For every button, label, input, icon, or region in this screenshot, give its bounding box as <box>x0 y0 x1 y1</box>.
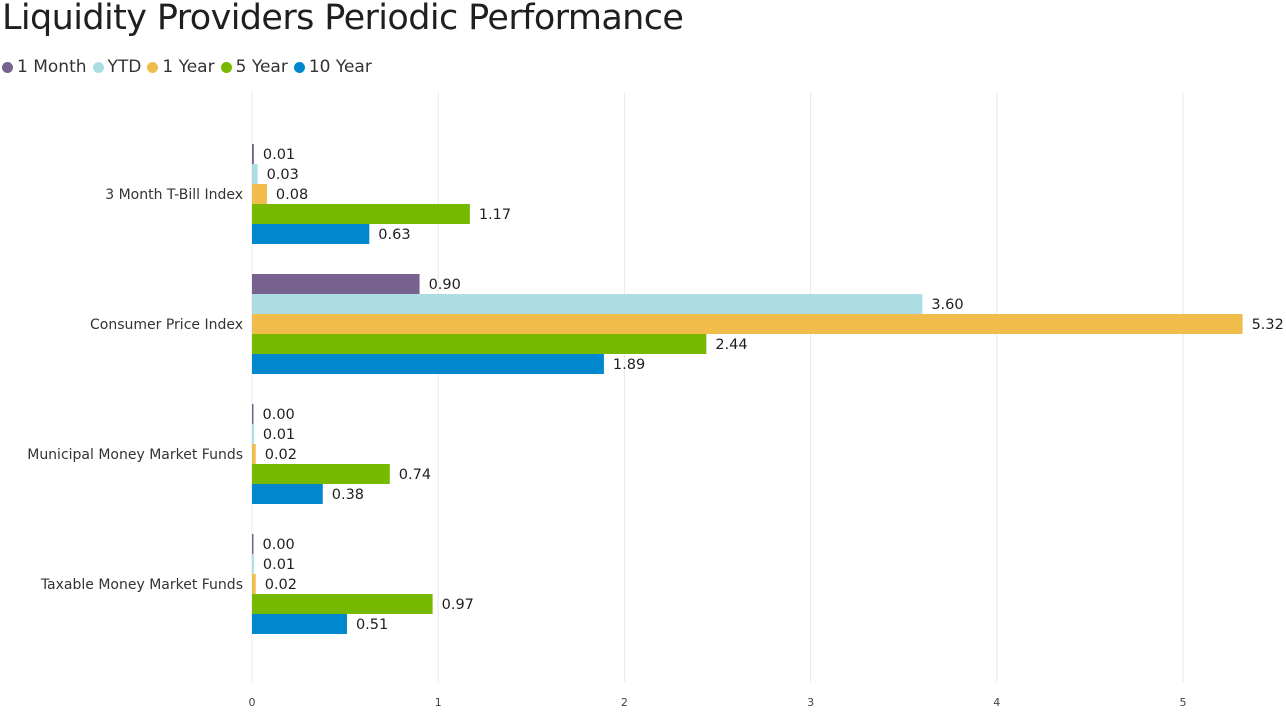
data-label: 0.01 <box>263 427 295 443</box>
data-label: 0.01 <box>263 557 295 573</box>
bar <box>252 144 254 164</box>
bar <box>252 184 267 204</box>
data-label: 0.02 <box>265 577 297 593</box>
legend: 1 Month YTD 1 Year 5 Year 10 Year <box>2 56 378 78</box>
bar <box>252 204 470 224</box>
legend-marker <box>220 61 232 73</box>
legend-marker <box>92 61 104 73</box>
bar <box>252 334 707 354</box>
chart-title: Liquidity Providers Periodic Performance <box>2 0 684 38</box>
data-label: 1.89 <box>613 357 645 373</box>
data-label: 2.44 <box>715 337 747 353</box>
category-label: Municipal Money Market Funds <box>27 447 243 463</box>
legend-label: 10 Year <box>308 57 372 77</box>
data-label: 0.51 <box>356 617 388 633</box>
bar <box>252 614 347 634</box>
legend-item-ytd[interactable]: YTD <box>92 57 142 77</box>
gridlines <box>251 92 1184 682</box>
bar <box>252 164 258 184</box>
labels: 0 1 2 3 4 5 3 Month T-Bill Index 0.01 0.03 0.08 1.… <box>27 147 1284 709</box>
legend-label: 5 Year <box>235 57 288 77</box>
x-tick-label: 0 <box>249 696 256 709</box>
data-label: 5.32 <box>1252 317 1284 333</box>
data-label: 0.97 <box>442 597 474 613</box>
legend-label: YTD <box>107 57 142 77</box>
data-label: 0.74 <box>399 467 431 483</box>
data-label: 0.00 <box>263 407 295 423</box>
data-label: 0.03 <box>267 167 299 183</box>
data-label: 0.38 <box>332 487 364 503</box>
bar <box>252 594 433 614</box>
data-label: 0.01 <box>263 147 295 163</box>
legend-item-1-month[interactable]: 1 Month <box>2 57 87 77</box>
legend-item-5-year[interactable]: 5 Year <box>220 57 288 77</box>
legend-item-1-year[interactable]: 1 Year <box>147 57 215 77</box>
legend-label: 1 Month <box>17 57 87 77</box>
bar <box>252 464 390 484</box>
legend-marker <box>2 61 13 73</box>
category-label: Taxable Money Market Funds <box>40 577 243 593</box>
legend-label: 1 Year <box>162 57 215 77</box>
data-label: 0.02 <box>265 447 297 463</box>
legend-marker <box>293 61 305 73</box>
data-label: 0.08 <box>276 187 308 203</box>
x-tick-label: 1 <box>435 696 442 709</box>
bars <box>252 144 1243 634</box>
category-label: 3 Month T-Bill Index <box>105 187 243 203</box>
bar <box>252 444 256 464</box>
bar <box>252 534 254 554</box>
bar <box>252 224 370 244</box>
data-label: 0.00 <box>263 537 295 553</box>
bar <box>252 554 254 574</box>
legend-item-10-year[interactable]: 10 Year <box>293 57 372 77</box>
legend-marker <box>147 61 159 73</box>
x-tick-label: 4 <box>993 696 1000 709</box>
bar <box>252 484 323 504</box>
bar <box>252 424 254 444</box>
bar <box>252 314 1243 334</box>
bar <box>252 274 420 294</box>
data-label: 0.90 <box>429 277 461 293</box>
data-label: 1.17 <box>479 207 511 223</box>
data-label: 0.63 <box>378 227 410 243</box>
x-tick-label: 5 <box>1180 696 1187 709</box>
x-tick-label: 3 <box>807 696 814 709</box>
category-label: Consumer Price Index <box>90 317 243 333</box>
data-label: 3.60 <box>931 297 963 313</box>
bar <box>252 354 604 374</box>
bar <box>252 294 923 314</box>
bar <box>252 574 256 594</box>
bar <box>252 404 254 424</box>
x-tick-label: 2 <box>621 696 628 709</box>
